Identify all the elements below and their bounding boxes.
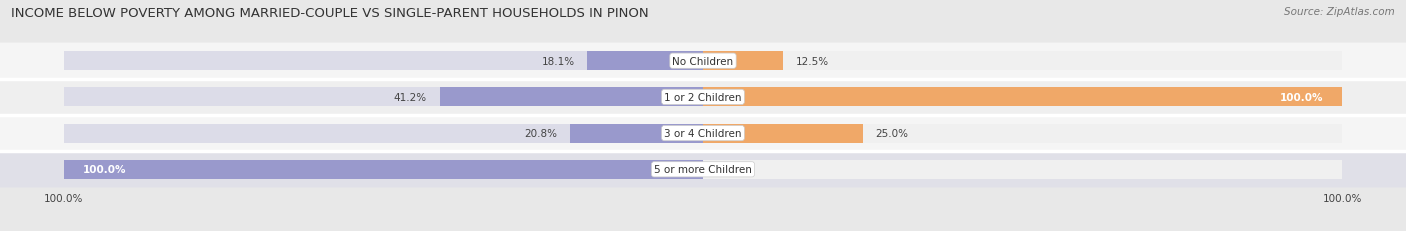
Bar xyxy=(440,88,703,107)
Bar xyxy=(63,124,703,143)
Text: No Children: No Children xyxy=(672,56,734,66)
Text: 0.0%: 0.0% xyxy=(716,165,742,175)
Text: 3 or 4 Children: 3 or 4 Children xyxy=(664,128,742,139)
Text: 25.0%: 25.0% xyxy=(876,128,908,139)
Bar xyxy=(703,124,863,143)
Bar xyxy=(703,52,1343,71)
Bar xyxy=(703,160,1343,179)
Text: 1 or 2 Children: 1 or 2 Children xyxy=(664,92,742,103)
FancyBboxPatch shape xyxy=(0,152,1406,188)
Bar xyxy=(569,124,703,143)
FancyBboxPatch shape xyxy=(0,43,1406,79)
Text: INCOME BELOW POVERTY AMONG MARRIED-COUPLE VS SINGLE-PARENT HOUSEHOLDS IN PINON: INCOME BELOW POVERTY AMONG MARRIED-COUPL… xyxy=(11,7,650,20)
Text: Source: ZipAtlas.com: Source: ZipAtlas.com xyxy=(1284,7,1395,17)
Text: 20.8%: 20.8% xyxy=(524,128,557,139)
FancyBboxPatch shape xyxy=(0,116,1406,152)
Bar xyxy=(63,160,703,179)
Bar xyxy=(63,160,703,179)
Bar xyxy=(703,124,1343,143)
Bar xyxy=(588,52,703,71)
Bar xyxy=(703,88,1343,107)
FancyBboxPatch shape xyxy=(0,79,1406,116)
Bar xyxy=(63,52,703,71)
Text: 100.0%: 100.0% xyxy=(1279,92,1323,103)
Text: 12.5%: 12.5% xyxy=(796,56,828,66)
Bar xyxy=(703,88,1343,107)
Text: 5 or more Children: 5 or more Children xyxy=(654,165,752,175)
Text: 41.2%: 41.2% xyxy=(394,92,427,103)
Text: 100.0%: 100.0% xyxy=(83,165,127,175)
Bar xyxy=(703,52,783,71)
Text: 18.1%: 18.1% xyxy=(541,56,575,66)
Bar xyxy=(63,88,703,107)
